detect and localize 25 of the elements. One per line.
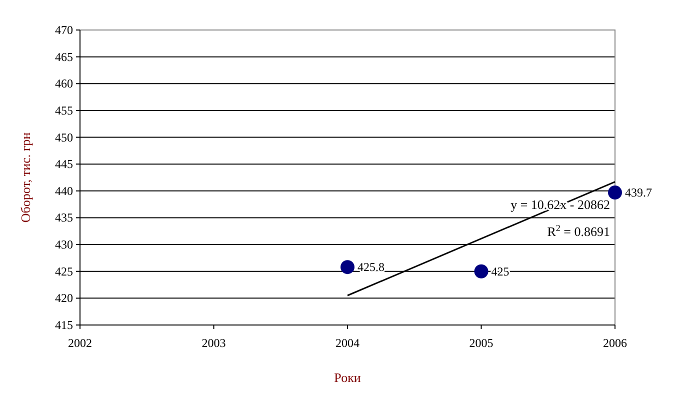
x-tick-label: 2003 — [202, 336, 226, 350]
y-tick-label: 445 — [55, 157, 73, 172]
y-tick-label: 455 — [55, 103, 73, 118]
y-axis-title: Оборот, тис. грн — [18, 132, 33, 223]
y-tick-label: 430 — [55, 238, 73, 252]
data-label: 425.8 — [358, 260, 384, 274]
point — [474, 264, 488, 278]
y-tick-label: 415 — [55, 318, 73, 332]
y-tick-label: 435 — [55, 210, 73, 225]
y-tick-label: 420 — [55, 291, 73, 306]
y-tick-label: 460 — [55, 76, 73, 91]
point — [608, 186, 622, 200]
y-tick-label: 470 — [55, 23, 73, 37]
y-tick-label: 450 — [55, 130, 73, 144]
x-tick-label: 2002 — [68, 336, 92, 350]
data-label: 439.7 — [625, 186, 652, 200]
x-tick-label: 2004 — [336, 336, 360, 350]
annotation: R$^{2}$ = 0.8691 — [547, 223, 610, 240]
point — [340, 260, 354, 274]
x-tick-label: 2006 — [603, 336, 627, 350]
y-tick-label: 465 — [55, 50, 73, 64]
y-tick-label: 425 — [55, 264, 73, 278]
x-axis-title: Роки — [334, 370, 361, 385]
y-tick-label: 440 — [55, 184, 73, 198]
x-tick-label: 2005 — [469, 336, 494, 350]
